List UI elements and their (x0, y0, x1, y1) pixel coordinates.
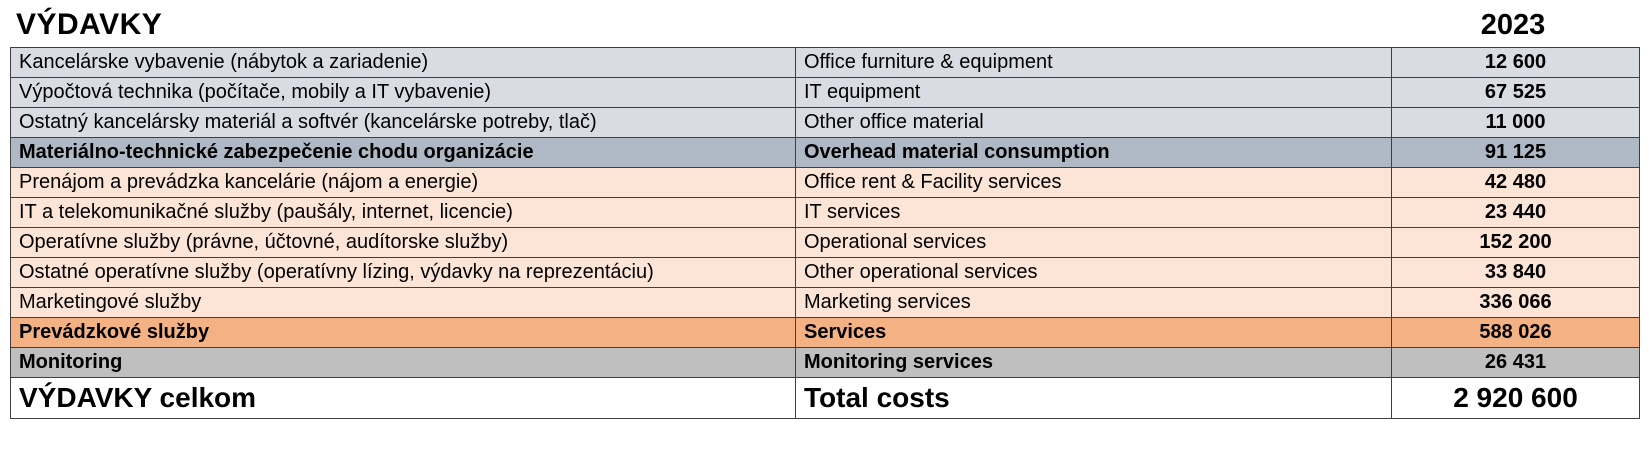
sheet-header: VÝDAVKY 2023 (10, 6, 1639, 47)
row-label-en: Marketing services (795, 287, 1392, 318)
row-amount: 91 125 (1391, 137, 1640, 168)
row-label-sk: Monitoring (10, 347, 796, 378)
row-amount: 33 840 (1391, 257, 1640, 288)
row-label-sk: Operatívne služby (právne, účtovné, audí… (10, 227, 796, 258)
row-amount: 12 600 (1391, 47, 1640, 78)
table-row: Marketingové služby Marketing services 3… (10, 287, 1640, 318)
row-amount: 336 066 (1391, 287, 1640, 318)
row-amount: 11 000 (1391, 107, 1640, 138)
subtotal-row-services: Prevádzkové služby Services 588 026 (10, 317, 1640, 348)
table-row: Ostatný kancelársky materiál a softvér (… (10, 107, 1640, 138)
row-label-sk: Prenájom a prevádzka kancelárie (nájom a… (10, 167, 796, 198)
subtotal-row-material: Materiálno-technické zabezpečenie chodu … (10, 137, 1640, 168)
row-amount: 152 200 (1391, 227, 1640, 258)
expenses-table: Kancelárske vybavenie (nábytok a zariade… (10, 47, 1640, 419)
row-label-sk: Ostatné operatívne služby (operatívny lí… (10, 257, 796, 288)
total-row: VÝDAVKY celkom Total costs 2 920 600 (10, 377, 1640, 419)
row-label-en: Services (795, 317, 1392, 348)
row-label-sk: Materiálno-technické zabezpečenie chodu … (10, 137, 796, 168)
table-row: Operatívne služby (právne, účtovné, audí… (10, 227, 1640, 258)
page-title: VÝDAVKY (16, 8, 163, 41)
row-amount: 67 525 (1391, 77, 1640, 108)
row-label-en: Overhead material consumption (795, 137, 1392, 168)
row-label-en: Monitoring services (795, 347, 1392, 378)
table-row: IT a telekomunikačné služby (paušály, in… (10, 197, 1640, 228)
table-row: Ostatné operatívne služby (operatívny lí… (10, 257, 1640, 288)
row-label-sk: Výpočtová technika (počítače, mobily a I… (10, 77, 796, 108)
row-label-en: Other operational services (795, 257, 1392, 288)
row-label-sk: Ostatný kancelársky materiál a softvér (… (10, 107, 796, 138)
row-label-en: Office rent & Facility services (795, 167, 1392, 198)
total-label-sk: VÝDAVKY celkom (10, 377, 796, 419)
row-amount: 23 440 (1391, 197, 1640, 228)
subtotal-row-monitoring: Monitoring Monitoring services 26 431 (10, 347, 1640, 378)
row-label-en: IT services (795, 197, 1392, 228)
row-label-sk: IT a telekomunikačné služby (paušály, in… (10, 197, 796, 228)
row-label-en: Other office material (795, 107, 1392, 138)
total-amount: 2 920 600 (1391, 377, 1640, 419)
row-label-sk: Marketingové služby (10, 287, 796, 318)
row-label-en: Operational services (795, 227, 1392, 258)
table-row: Výpočtová technika (počítače, mobily a I… (10, 77, 1640, 108)
row-amount: 588 026 (1391, 317, 1640, 348)
row-amount: 26 431 (1391, 347, 1640, 378)
row-label-en: Office furniture & equipment (795, 47, 1392, 78)
year-label: 2023 (1480, 9, 1546, 41)
row-label-sk: Prevádzkové služby (10, 317, 796, 348)
total-label-en: Total costs (795, 377, 1392, 419)
row-label-en: IT equipment (795, 77, 1392, 108)
table-row: Kancelárske vybavenie (nábytok a zariade… (10, 47, 1640, 78)
row-label-sk: Kancelárske vybavenie (nábytok a zariade… (10, 47, 796, 78)
row-amount: 42 480 (1391, 167, 1640, 198)
table-row: Prenájom a prevádzka kancelárie (nájom a… (10, 167, 1640, 198)
